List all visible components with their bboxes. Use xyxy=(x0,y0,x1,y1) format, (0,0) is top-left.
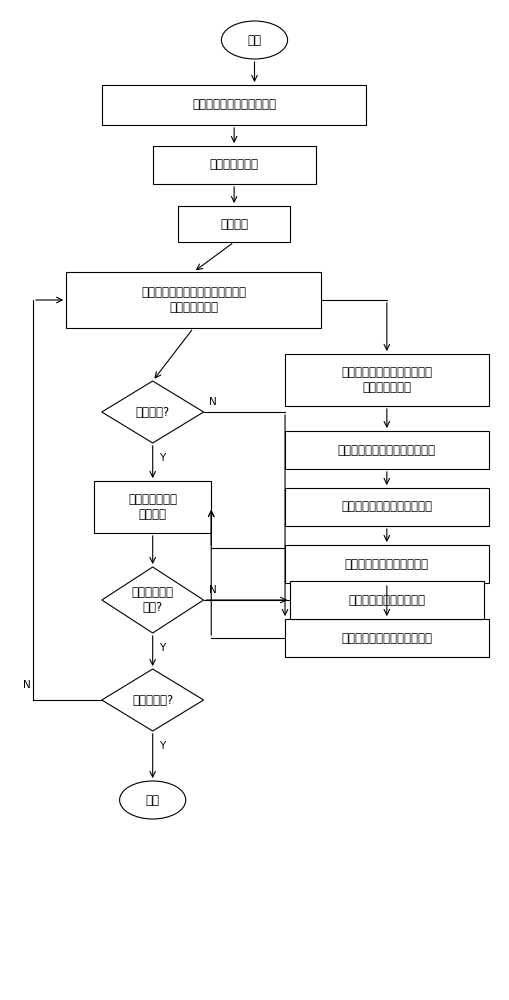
FancyBboxPatch shape xyxy=(290,581,484,619)
Text: 利用优化后的参数建立预测模型: 利用优化后的参数建立预测模型 xyxy=(338,444,436,456)
Text: 记录训练数据，使用粒子群算
法优化预测模型: 记录训练数据，使用粒子群算 法优化预测模型 xyxy=(342,366,432,394)
Polygon shape xyxy=(102,381,204,443)
Text: 编队满足队形
要求?: 编队满足队形 要求? xyxy=(132,586,174,614)
Text: Y: Y xyxy=(159,453,165,463)
Text: 编队中各机器人自主调节: 编队中各机器人自主调节 xyxy=(348,593,426,606)
FancyBboxPatch shape xyxy=(94,481,211,533)
FancyBboxPatch shape xyxy=(285,488,489,526)
FancyBboxPatch shape xyxy=(66,272,321,328)
Text: Y: Y xyxy=(159,741,165,751)
FancyBboxPatch shape xyxy=(153,146,316,184)
Text: 启用预估点作为跟随者轨迹点: 启用预估点作为跟随者轨迹点 xyxy=(342,632,432,645)
Text: N: N xyxy=(209,585,216,595)
FancyBboxPatch shape xyxy=(285,619,489,657)
Text: 开始运动: 开始运动 xyxy=(220,218,248,231)
Text: N: N xyxy=(209,397,216,407)
Text: 结束: 结束 xyxy=(146,794,160,806)
Ellipse shape xyxy=(221,21,288,59)
Text: N: N xyxy=(23,680,31,690)
Text: Y: Y xyxy=(159,643,165,653)
FancyBboxPatch shape xyxy=(285,354,489,406)
Text: 数据正常?: 数据正常? xyxy=(135,406,170,418)
Text: 用下一时刻数据更新预测模型: 用下一时刻数据更新预测模型 xyxy=(342,500,432,514)
FancyBboxPatch shape xyxy=(178,206,290,242)
Text: 跟随者获取领航者位置信息并计算
自己的位置信息: 跟随者获取领航者位置信息并计算 自己的位置信息 xyxy=(141,286,246,314)
Text: 向后预测得到新的预估轨迹: 向后预测得到新的预估轨迹 xyxy=(345,558,429,570)
Text: 到达目标点?: 到达目标点? xyxy=(132,694,174,706)
FancyBboxPatch shape xyxy=(285,431,489,469)
Text: 开始: 开始 xyxy=(247,33,262,46)
Ellipse shape xyxy=(120,781,186,819)
FancyBboxPatch shape xyxy=(285,545,489,583)
Text: 初始化位置，初始化粒子群: 初始化位置，初始化粒子群 xyxy=(192,99,276,111)
FancyBboxPatch shape xyxy=(102,85,366,125)
Text: 跟随者按给定轨
迹点运动: 跟随者按给定轨 迹点运动 xyxy=(128,493,177,521)
Polygon shape xyxy=(102,567,204,633)
Text: 初始化编队系统: 初始化编队系统 xyxy=(210,158,259,172)
Polygon shape xyxy=(102,669,204,731)
